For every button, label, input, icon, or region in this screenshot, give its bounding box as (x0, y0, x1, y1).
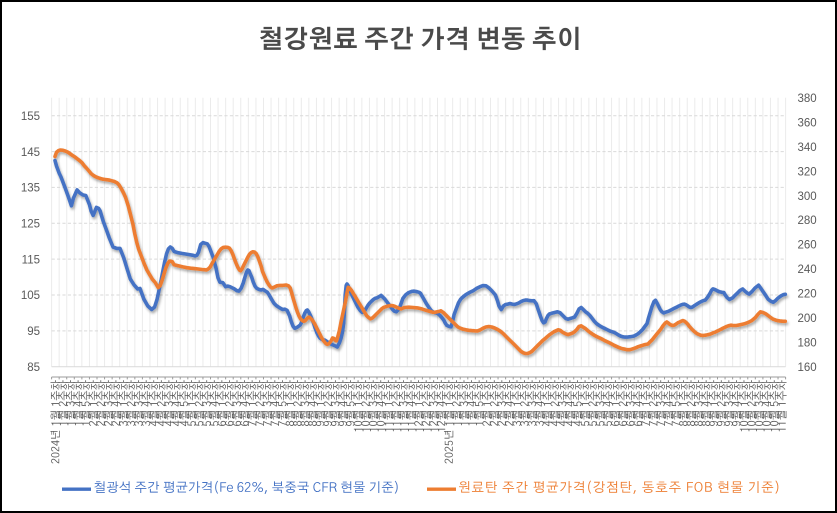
svg-text:95: 95 (27, 326, 40, 338)
svg-text:320: 320 (798, 166, 817, 178)
svg-text:340: 340 (798, 142, 817, 154)
svg-text:380: 380 (798, 93, 817, 105)
svg-text:300: 300 (798, 191, 817, 203)
svg-text:115: 115 (22, 254, 40, 266)
svg-text:200: 200 (798, 313, 817, 325)
svg-text:220: 220 (798, 289, 817, 301)
svg-text:260: 260 (798, 240, 817, 252)
svg-text:105: 105 (21, 290, 40, 302)
svg-text:180: 180 (798, 338, 817, 350)
svg-text:135: 135 (21, 183, 40, 195)
svg-text:160: 160 (798, 362, 817, 374)
svg-text:240: 240 (798, 264, 817, 276)
svg-text:360: 360 (798, 117, 817, 129)
svg-text:280: 280 (798, 215, 817, 227)
svg-text:125: 125 (21, 219, 40, 231)
svg-text:85: 85 (27, 362, 40, 374)
svg-text:145: 145 (21, 147, 40, 159)
svg-text:155: 155 (21, 111, 40, 123)
